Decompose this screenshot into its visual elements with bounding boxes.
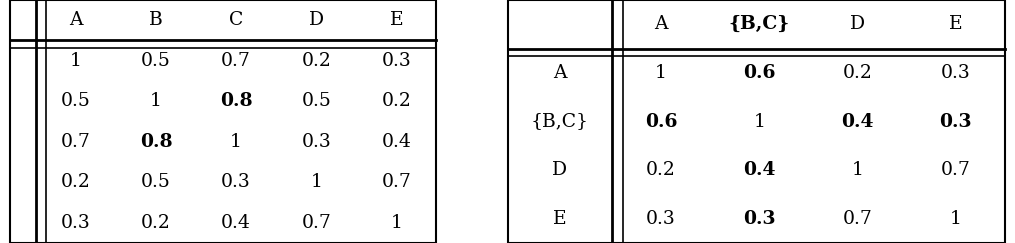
Text: E: E [949,15,962,33]
Text: 1: 1 [655,64,667,82]
Text: 0.3: 0.3 [940,113,972,130]
Text: 1: 1 [70,52,82,70]
Text: B: B [149,11,162,29]
Text: {B,C}: {B,C} [729,15,790,33]
Text: 0.4: 0.4 [221,214,251,232]
Text: 0.2: 0.2 [301,52,331,70]
Text: 0.5: 0.5 [141,52,171,70]
Text: D: D [552,161,567,179]
Text: 0.6: 0.6 [645,113,677,130]
Text: 0.7: 0.7 [382,173,411,191]
Text: 1: 1 [230,133,242,151]
Text: 0.4: 0.4 [382,133,411,151]
Text: 1: 1 [391,214,402,232]
Text: 0.2: 0.2 [842,64,873,82]
Text: D: D [309,11,324,29]
Text: 0.7: 0.7 [842,210,873,228]
Text: 0.8: 0.8 [220,92,253,110]
Text: 0.3: 0.3 [382,52,411,70]
Text: 1: 1 [150,92,161,110]
Text: 1: 1 [753,113,765,130]
Text: 1: 1 [311,173,322,191]
Text: 0.7: 0.7 [941,161,970,179]
Text: 0.2: 0.2 [61,173,90,191]
Text: A: A [655,15,668,33]
Text: 0.8: 0.8 [140,133,173,151]
Text: 0.7: 0.7 [61,133,90,151]
Text: 0.3: 0.3 [301,133,331,151]
Text: 0.4: 0.4 [743,161,775,179]
Text: 1: 1 [852,161,864,179]
Text: A: A [69,11,82,29]
Text: 0.3: 0.3 [743,210,775,228]
Text: 0.3: 0.3 [221,173,251,191]
Text: 0.7: 0.7 [221,52,251,70]
Text: 1: 1 [950,210,961,228]
Text: D: D [850,15,865,33]
Text: 0.2: 0.2 [647,161,676,179]
Text: 0.3: 0.3 [647,210,676,228]
Text: 0.6: 0.6 [743,64,775,82]
Text: 0.5: 0.5 [61,92,90,110]
Text: E: E [390,11,403,29]
Text: 0.5: 0.5 [141,173,171,191]
Text: A: A [553,64,566,82]
Text: 0.3: 0.3 [61,214,90,232]
Text: 0.3: 0.3 [941,64,970,82]
Text: 0.7: 0.7 [301,214,331,232]
Text: 0.5: 0.5 [301,92,331,110]
Text: 0.2: 0.2 [141,214,171,232]
Text: C: C [229,11,244,29]
Text: 0.2: 0.2 [382,92,411,110]
Text: {B,C}: {B,C} [531,113,589,130]
Text: 0.4: 0.4 [841,113,874,130]
Text: E: E [553,210,566,228]
